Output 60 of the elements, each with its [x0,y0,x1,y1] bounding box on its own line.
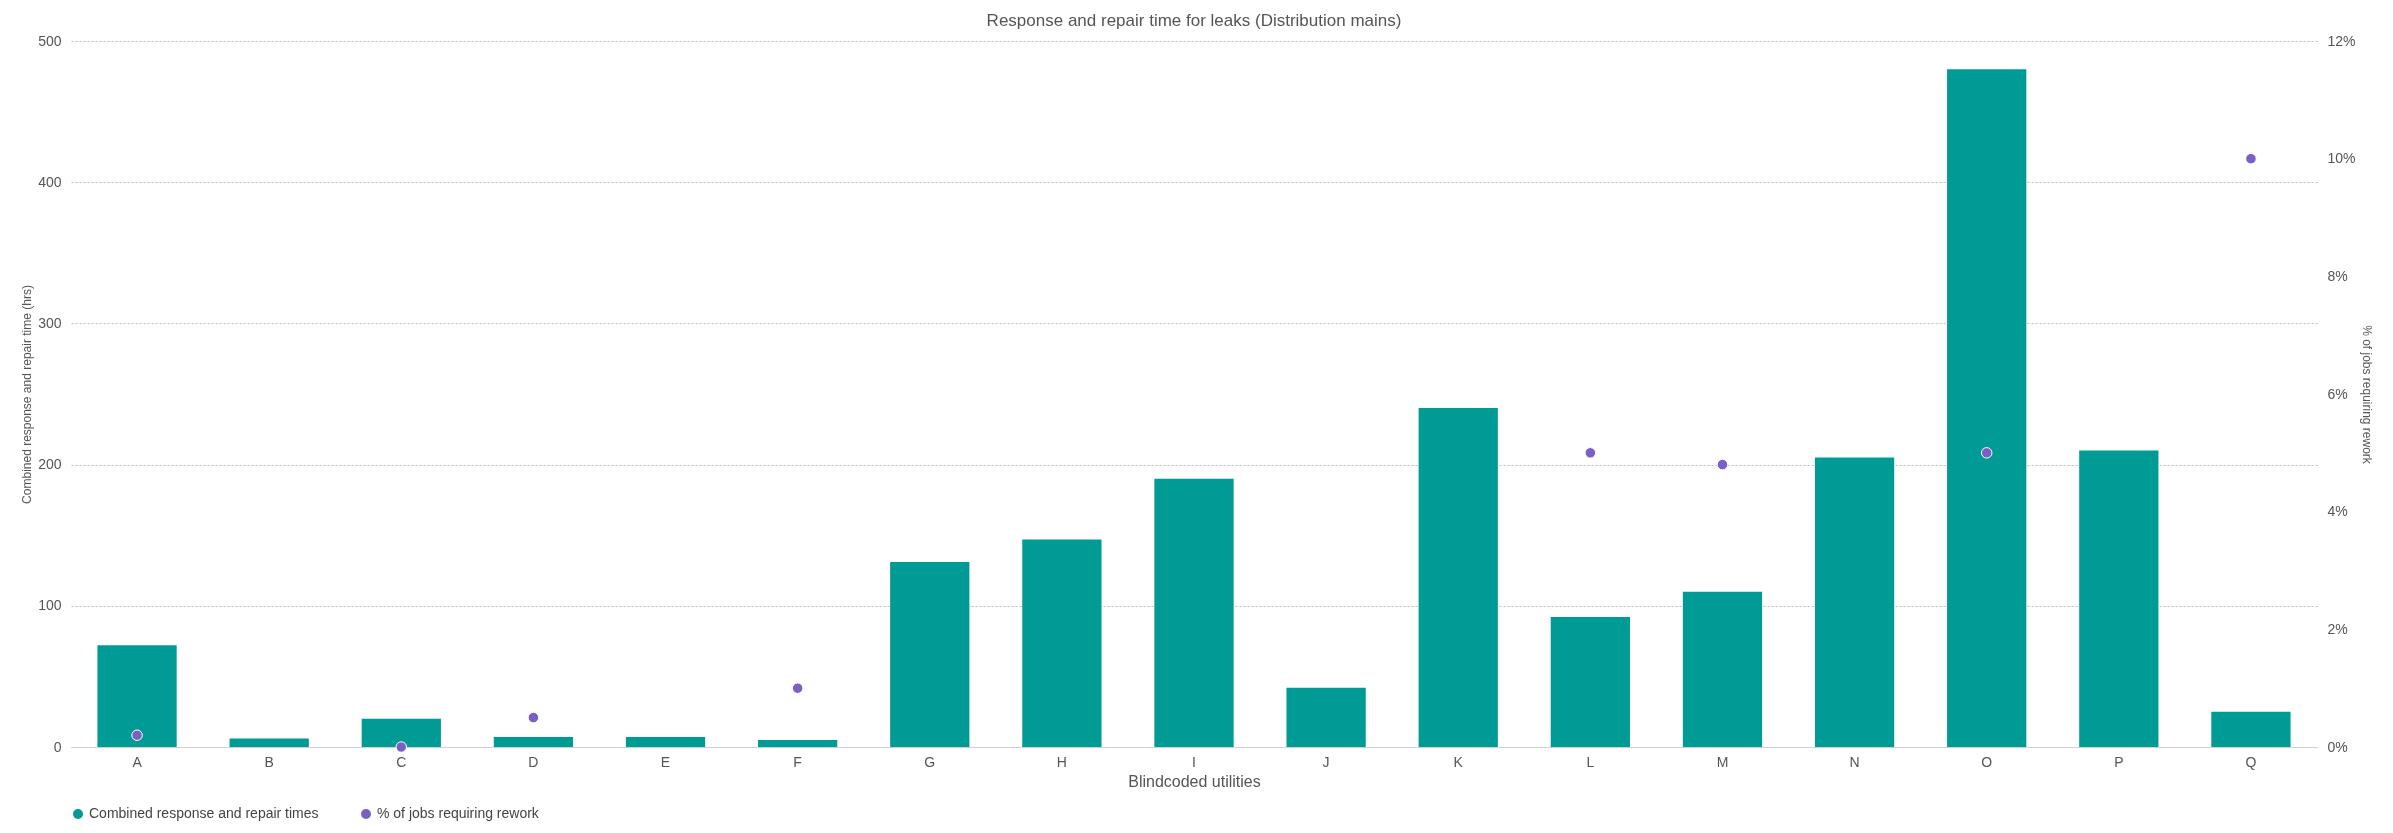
x-tick-label: P [2114,753,2124,770]
x-tick-label: K [1453,753,1464,770]
y-tick-label: 300 [38,314,62,331]
point [131,729,143,741]
legend-label: Combined response and repair times [89,805,319,821]
x-tick-label: N [1849,753,1860,770]
x-axis-title: Blindcoded utilities [1128,772,1261,790]
bar [1286,687,1366,747]
point [1980,447,1993,459]
bar [1418,408,1498,747]
x-tick-label: D [528,753,539,770]
chart-title: Response and repair time for leaks (Distribution mains) [986,11,1402,30]
y2-tick-label: 8% [2327,267,2348,284]
bar [493,737,574,747]
bar [97,645,177,747]
bar [1947,69,2027,747]
y-axis-title: Combined response and repair time (hrs) [20,285,35,504]
y-tick-label: 500 [38,32,62,49]
bar [2079,450,2159,747]
x-tick-label: H [1056,753,1067,770]
x-tick-label: G [924,753,936,770]
point [1584,447,1597,459]
x-tick-label: C [396,753,407,770]
y2-tick-label: 2% [2327,620,2348,637]
y-tick-label: 400 [38,173,62,190]
y2-tick-label: 12% [2327,32,2356,49]
y2-tick-label: 4% [2327,503,2348,520]
bar [890,562,970,747]
bar [1022,539,1102,747]
bar [1154,478,1234,747]
point [1716,458,1729,471]
y-tick-label: 0 [53,738,62,755]
bar [2211,711,2291,747]
y2-axis-title: % of jobs requiring rework [2359,325,2374,465]
bar [229,738,309,747]
x-tick-label: J [1322,753,1330,770]
y-tick-label: 200 [38,456,62,473]
bar [625,737,706,747]
y2-tick-label: 0% [2327,738,2348,755]
y2-tick-label: 10% [2327,150,2356,167]
y-tick-label: 100 [38,597,62,614]
x-tick-label: O [1981,753,1993,770]
point [395,741,408,753]
x-tick-label: Q [2245,753,2257,770]
x-tick-label: A [132,753,143,770]
x-tick-label: F [793,753,802,770]
point [527,711,540,724]
x-tick-label: E [660,753,671,770]
bar [361,718,441,747]
y2-tick-label: 6% [2327,385,2348,402]
x-tick-label: M [1716,753,1729,770]
legend-label: % of jobs requiring rework [377,805,540,821]
x-tick-label: L [1586,753,1595,770]
bar [758,739,838,747]
x-tick-label: I [1192,753,1196,770]
bar [1814,457,1895,747]
x-tick-label: B [264,753,274,770]
point [791,682,804,694]
bar [1682,591,1763,747]
bar [1550,617,1630,747]
